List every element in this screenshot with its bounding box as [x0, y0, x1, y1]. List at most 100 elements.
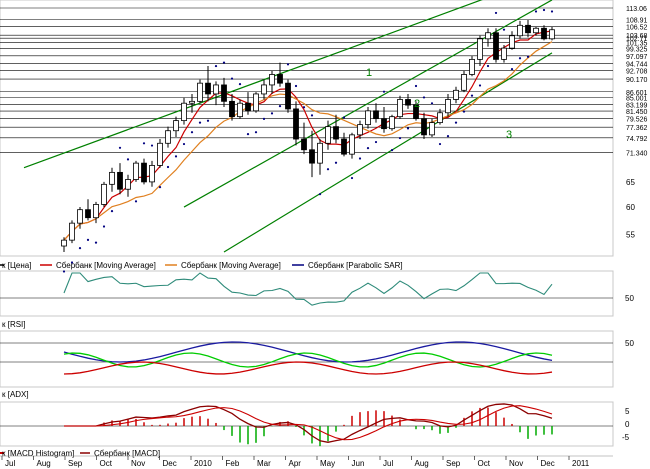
candle-body — [213, 84, 219, 95]
candle-body — [517, 24, 523, 37]
price-legend: к [Цена] Сбербанк [Moving Average] Сберб… — [0, 261, 403, 270]
time-axis-label: Jul — [5, 459, 15, 468]
candle-body — [349, 134, 355, 155]
legend-macd: Сбербанк [MACD] — [94, 449, 160, 458]
trend-channel-line — [23, 0, 483, 169]
candle-body — [445, 99, 451, 114]
price-axis-label: 108.91 — [626, 18, 648, 25]
candle-body — [69, 222, 75, 241]
sar-dot — [142, 142, 146, 145]
candle-body — [493, 32, 499, 60]
candle-body — [149, 165, 155, 183]
candle-body — [285, 82, 291, 110]
legend-adx: к [ADX] — [2, 390, 29, 399]
candle-body — [165, 130, 171, 144]
candle-body — [173, 120, 179, 132]
macd-tick-0: 0 — [625, 420, 630, 429]
sar-dot — [374, 140, 378, 144]
time-axis-label: Mar — [257, 459, 271, 468]
time-axis-label: Sep — [68, 459, 83, 468]
sar-dot — [198, 121, 202, 124]
sar-dot — [478, 84, 482, 87]
sar-dot — [190, 131, 194, 134]
candle-body — [317, 142, 323, 164]
price-axis-label: 55 — [626, 230, 635, 239]
candle-body — [205, 82, 211, 95]
sar-dot — [286, 63, 290, 66]
time-axis-label: Nov — [131, 459, 145, 468]
price-axis-label: 99.325 — [626, 47, 648, 54]
candle-body — [141, 162, 147, 183]
trend-label-3: 3 — [506, 129, 512, 141]
candle-body — [533, 27, 539, 34]
price-axis-label: 101.35 — [626, 40, 648, 47]
sar-dot — [270, 112, 274, 115]
sar-dot — [150, 144, 154, 147]
price-axis-label: 77.362 — [626, 125, 648, 132]
sar-dot — [390, 149, 394, 152]
sar-dot — [78, 247, 82, 250]
candle-body — [117, 171, 123, 190]
price-axis-label: 79.526 — [626, 117, 648, 124]
candle-body — [245, 102, 251, 112]
time-axis-label: Dec — [541, 459, 555, 468]
time-axis-label: May — [320, 459, 335, 468]
time-axis-label: Aug — [415, 459, 429, 468]
sar-dot — [174, 155, 178, 158]
sar-dot — [318, 193, 322, 196]
sar-dot — [518, 57, 522, 60]
sar-dot — [406, 127, 410, 130]
candle-body — [189, 100, 195, 104]
time-axis-label: Dec — [163, 459, 177, 468]
sar-dot — [542, 8, 546, 12]
price-axis-label: 83.199 — [626, 102, 648, 109]
candle-body — [421, 118, 427, 136]
adx-tick-50: 50 — [625, 339, 634, 348]
candle-body — [525, 24, 531, 34]
sar-dot — [350, 176, 354, 180]
sar-dot — [294, 84, 298, 88]
price-axis-label: 81.450 — [626, 109, 648, 116]
sar-dot — [446, 135, 450, 138]
sar-dot — [526, 55, 530, 58]
macd-series — [0, 403, 613, 447]
sar-dot — [462, 110, 466, 113]
candle-body — [277, 74, 283, 84]
time-axis-label: 2010 — [194, 459, 212, 468]
legend-rsi: к [RSI] — [2, 320, 26, 329]
candle-body — [437, 112, 443, 124]
time-axis-label: Oct — [478, 459, 491, 468]
price-axis-label: 103.68 — [626, 33, 648, 40]
candlestick-series — [61, 19, 555, 252]
sar-dot — [326, 168, 330, 171]
sar-dot — [302, 106, 306, 109]
sar-dot — [166, 165, 170, 169]
price-axis-label: 113.06 — [626, 6, 647, 13]
sar-dot — [62, 270, 66, 273]
sar-dot — [182, 142, 186, 146]
sar-dot — [118, 146, 122, 149]
candle-body — [261, 84, 267, 95]
sar-dot — [110, 210, 114, 213]
sar-dot — [494, 11, 498, 15]
sar-dot — [246, 133, 250, 136]
moving-average-line — [63, 41, 553, 241]
legend-ma-slow: Сбербанк [Moving Average] — [181, 261, 281, 270]
candle-body — [413, 104, 419, 120]
sar-dot — [358, 157, 362, 160]
candle-body — [197, 82, 203, 102]
sar-dot — [470, 94, 474, 97]
sar-dot — [510, 68, 514, 71]
time-axis: Jul Aug Sep Oct Nov Dec 2010 Feb Mar Apr May Jun Jul… — [0, 455, 613, 468]
sar-dot — [94, 241, 98, 244]
macd-tick-neg5: -5 — [622, 433, 630, 442]
sar-dot — [230, 77, 234, 80]
candle-body — [133, 162, 139, 180]
trend-channel-line — [223, 52, 553, 253]
candle-body — [229, 100, 235, 118]
sar-dot — [366, 147, 370, 150]
trend-label-1: 1 — [366, 67, 372, 79]
candle-body — [61, 239, 67, 247]
adx-line — [63, 341, 553, 363]
